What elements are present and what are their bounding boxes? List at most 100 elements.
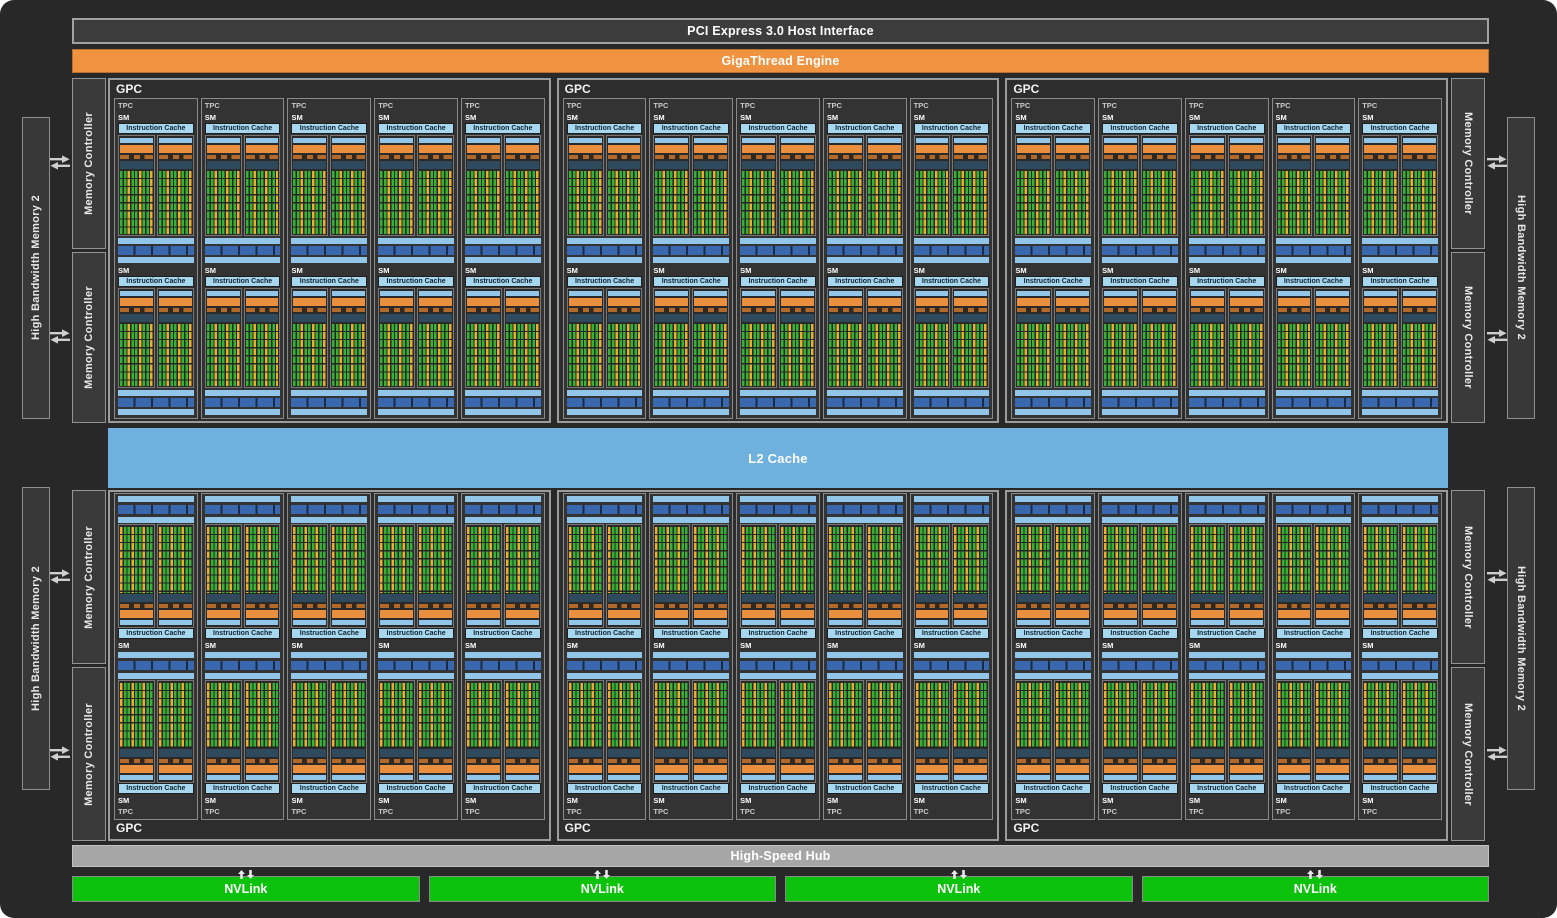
sm-body xyxy=(566,135,644,265)
sm-label: SM xyxy=(1361,112,1439,123)
core-grid xyxy=(1143,171,1176,234)
instruction-buffer-bar xyxy=(419,138,452,143)
dispatch-units-bar xyxy=(1364,308,1397,312)
dispatch-units-bar xyxy=(1017,308,1050,312)
data-cache-bar xyxy=(567,496,643,502)
sm-processing-blocks xyxy=(914,680,990,784)
instruction-buffer-bar xyxy=(781,291,814,296)
sm-body xyxy=(739,651,817,784)
dispatch-units-bar xyxy=(916,155,949,159)
dispatch-units-bar xyxy=(829,155,862,159)
instruction-buffer-bar xyxy=(1278,775,1311,780)
shared-memory-bar xyxy=(205,238,281,244)
tpc-label: TPC xyxy=(566,100,644,112)
core-grid xyxy=(1316,683,1349,749)
warp-scheduler-bar xyxy=(1364,765,1397,773)
instruction-buffer-bar xyxy=(655,620,688,625)
register-file-bar xyxy=(1143,594,1176,602)
core-grid xyxy=(1403,324,1436,387)
tpc-label: TPC xyxy=(464,100,542,112)
core-grid xyxy=(781,683,814,749)
sm-processing-block xyxy=(1401,680,1438,784)
sm-processing-block xyxy=(378,288,415,389)
warp-scheduler-bar xyxy=(159,610,192,618)
dispatch-units-bar xyxy=(781,759,814,763)
sm-processing-block xyxy=(952,288,989,389)
core-grid xyxy=(868,683,901,749)
register-file-bar xyxy=(1364,594,1397,602)
sm-processing-block xyxy=(1015,524,1052,628)
tpc-block: TPCSMInstruction CacheSMInstruction Cach… xyxy=(1358,493,1442,820)
sm-body xyxy=(464,495,542,628)
register-file-bar xyxy=(1104,594,1137,602)
sm-label: SM xyxy=(652,795,730,806)
dispatch-units-bar xyxy=(1191,759,1224,763)
warp-scheduler-bar xyxy=(742,145,775,153)
core-grid xyxy=(1230,683,1263,749)
instruction-buffer-bar xyxy=(1230,775,1263,780)
sm-block: SMInstruction Cache xyxy=(826,495,904,651)
tpc-label: TPC xyxy=(464,806,542,818)
warp-scheduler-bar xyxy=(1191,145,1224,153)
instruction-cache-bar: Instruction Cache xyxy=(653,783,729,794)
gpc-label: GPC xyxy=(563,81,994,98)
sm-label: SM xyxy=(204,795,282,806)
warp-scheduler-bar xyxy=(1364,145,1397,153)
core-grid xyxy=(1104,527,1137,593)
dispatch-units-bar xyxy=(868,604,901,608)
instruction-buffer-bar xyxy=(1364,138,1397,143)
instruction-buffer-bar xyxy=(159,620,192,625)
dispatch-units-bar xyxy=(742,759,775,763)
texture-units-bar xyxy=(378,246,454,255)
sm-processing-block xyxy=(866,524,903,628)
sm-processing-block xyxy=(914,135,951,236)
core-grid xyxy=(1104,324,1137,387)
warp-scheduler-bar xyxy=(694,610,727,618)
texture-units-bar xyxy=(740,505,816,514)
sm-processing-block xyxy=(1276,680,1313,784)
instruction-cache-bar: Instruction Cache xyxy=(914,628,990,639)
sm-body xyxy=(1361,135,1439,265)
core-grid xyxy=(293,683,326,749)
sm-processing-block xyxy=(827,680,864,784)
sm-processing-blocks xyxy=(1189,524,1265,628)
register-file-bar xyxy=(207,749,240,757)
core-grid xyxy=(1316,324,1349,387)
shared-memory-bar xyxy=(914,517,990,523)
register-file-bar xyxy=(1143,749,1176,757)
sm-processing-block xyxy=(1314,524,1351,628)
sm-block: SMInstruction Cache xyxy=(826,651,904,807)
core-grid xyxy=(868,171,901,234)
tpc-label: TPC xyxy=(1014,100,1092,112)
warp-scheduler-bar xyxy=(293,298,326,306)
instruction-buffer-bar xyxy=(419,620,452,625)
instruction-cache-bar: Instruction Cache xyxy=(1189,123,1265,134)
warp-scheduler-bar xyxy=(207,298,240,306)
texture-units-bar xyxy=(291,398,367,407)
sm-block: SMInstruction Cache xyxy=(1101,495,1179,651)
sm-processing-block xyxy=(1054,288,1091,389)
hbm2-box-left-top: High Bandwidth Memory 2 xyxy=(22,117,50,419)
core-grid xyxy=(1278,527,1311,593)
warp-scheduler-bar xyxy=(207,145,240,153)
shared-memory-bar xyxy=(1102,238,1178,244)
instruction-buffer-bar xyxy=(868,291,901,296)
texture-units-bar xyxy=(653,505,729,514)
register-file-bar xyxy=(419,161,452,169)
shared-memory-bar xyxy=(827,517,903,523)
shared-memory-bar xyxy=(567,517,643,523)
data-cache-bar xyxy=(465,257,541,263)
gpc-label: GPC xyxy=(114,820,545,837)
instruction-buffer-bar xyxy=(120,138,153,143)
register-file-bar xyxy=(332,161,365,169)
sm-processing-blocks xyxy=(378,288,454,389)
warp-scheduler-bar xyxy=(1056,765,1089,773)
texture-units-bar xyxy=(1276,505,1352,514)
memory-controller-label: Memory Controller xyxy=(83,703,95,806)
sm-processing-block xyxy=(1314,288,1351,389)
data-cache-bar xyxy=(653,496,729,502)
sm-body xyxy=(377,495,455,628)
sm-processing-blocks xyxy=(1276,680,1352,784)
nvlink-bar: NVLink xyxy=(785,876,1133,902)
dispatch-units-bar xyxy=(655,759,688,763)
